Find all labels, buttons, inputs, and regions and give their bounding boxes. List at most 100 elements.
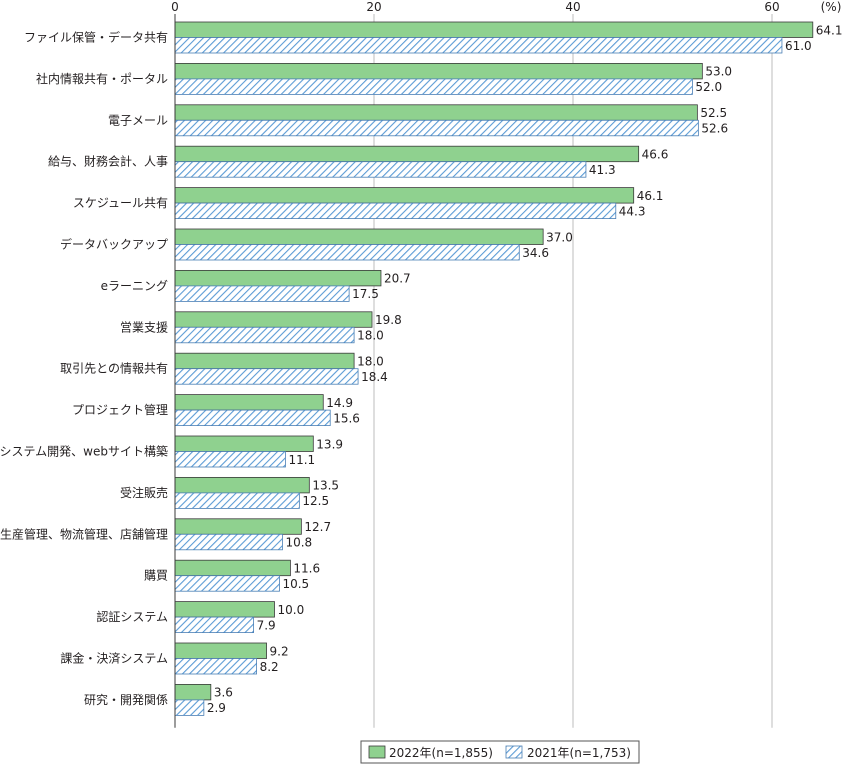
- value-label-2021: 10.5: [282, 577, 309, 591]
- bar-2022: [174, 21, 814, 38]
- bar-2022: [174, 518, 302, 535]
- value-label-2022: 46.1: [637, 189, 664, 203]
- x-tick-label: 20: [366, 0, 381, 14]
- value-label-2021: 52.6: [701, 122, 728, 136]
- bar-2021: [174, 78, 693, 95]
- bar-2022: [174, 601, 275, 618]
- bar-2022: [174, 352, 355, 370]
- bar-2021: [174, 285, 350, 302]
- bar-2022: [174, 559, 291, 577]
- bar-2022: [174, 684, 212, 701]
- value-label-2021: 15.6: [333, 411, 360, 425]
- category-label: 営業支援: [120, 320, 168, 334]
- bars: 64.1 61.0 53.052.0 52.5 52.6 46.6 41.3 46.144.3…: [174, 21, 843, 716]
- value-label-2022: 52.5: [700, 106, 727, 120]
- bar-2021: [174, 244, 520, 261]
- value-label-2022: 12.7: [304, 520, 331, 534]
- category-label: プロジェクト管理: [72, 402, 168, 417]
- bar-2021: [174, 368, 359, 385]
- value-label-2022: 18.0: [357, 354, 384, 368]
- bar-2022: [174, 642, 267, 659]
- value-label-2021: 18.4: [361, 370, 388, 384]
- category-label: 認証システム: [96, 609, 168, 624]
- value-label-2021: 52.0: [695, 80, 722, 94]
- value-label-2022: 11.6: [293, 561, 320, 575]
- value-label-2021: 10.8: [285, 536, 312, 550]
- category-label: eラーニング: [101, 279, 168, 293]
- value-label-2021: 18.0: [357, 329, 384, 343]
- value-label-2021: 7.9: [257, 618, 276, 632]
- category-label: 生産管理、物流管理、店舗管理: [0, 526, 168, 541]
- value-label-2021: 11.1: [288, 453, 315, 467]
- bar-2021: [174, 492, 300, 509]
- legend-swatch-2022: [368, 745, 386, 759]
- bar-2022: [174, 435, 314, 452]
- bar-2022: [174, 187, 635, 204]
- x-tick-label: 40: [565, 0, 580, 14]
- category-label: 課金・決済システム: [60, 651, 168, 666]
- legend-label-2022: 2022年(n=1,855): [389, 746, 493, 760]
- value-label-2021: 41.3: [589, 163, 616, 177]
- value-label-2022: 9.2: [270, 644, 289, 658]
- category-label: データバックアップ: [60, 237, 168, 252]
- bar-2021: [174, 161, 587, 178]
- value-label-2022: 10.0: [278, 603, 305, 617]
- value-label-2022: 13.5: [312, 479, 339, 493]
- value-label-2022: 53.0: [705, 65, 732, 79]
- category-label: システム開発、webサイト構築: [0, 444, 168, 459]
- legend-label-2021: 2021年(n=1,753): [527, 746, 631, 760]
- bar-2022: [174, 476, 310, 494]
- bar-2021: [174, 451, 286, 468]
- bar-2021: [174, 202, 617, 220]
- value-label-2021: 17.5: [352, 287, 379, 301]
- category-labels: ファイル保管・データ共有社内情報共有・ポータル電子メール給与、財務会計、人事スケ…: [0, 30, 168, 707]
- bar-2021: [174, 533, 283, 551]
- category-label: ファイル保管・データ共有: [24, 30, 168, 45]
- value-label-2021: 2.9: [207, 701, 226, 715]
- bar-2021: [174, 575, 280, 592]
- value-label-2022: 3.6: [214, 686, 233, 700]
- category-label: 社内情報共有・ポータル: [36, 71, 168, 86]
- legend-swatch-2021: [505, 745, 523, 759]
- x-tick-label: 60: [764, 0, 779, 14]
- bar-2022: [174, 394, 324, 411]
- bar-2022: [174, 269, 382, 287]
- bar-2021: [174, 119, 699, 137]
- x-tick-label: 0: [171, 0, 179, 14]
- bar-2021: [174, 326, 355, 344]
- value-label-2022: 20.7: [384, 272, 411, 286]
- bar-2022: [174, 104, 698, 121]
- category-label: スケジュール共有: [73, 196, 168, 210]
- bar-2022: [174, 311, 373, 328]
- value-label-2021: 61.0: [785, 39, 812, 53]
- value-label-2021: 8.2: [260, 660, 279, 674]
- value-label-2022: 64.1: [816, 23, 843, 37]
- value-label-2022: 14.9: [326, 396, 353, 410]
- value-label-2022: 37.0: [546, 230, 573, 244]
- category-label: 受注販売: [120, 485, 168, 500]
- bar-2021: [174, 658, 257, 675]
- value-label-2022: 46.6: [642, 147, 669, 161]
- category-label: 取引先との情報共有: [60, 362, 168, 376]
- value-label-2022: 19.8: [375, 313, 402, 327]
- category-label: 給与、財務会計、人事: [48, 154, 168, 169]
- value-label-2021: 12.5: [302, 494, 329, 508]
- category-label: 購買: [144, 569, 168, 583]
- category-label: 研究・開発関係: [84, 692, 168, 707]
- bar-2022: [174, 228, 544, 245]
- bar-2022: [174, 145, 640, 163]
- value-label-2021: 44.3: [619, 204, 646, 218]
- bar-2021: [174, 37, 783, 54]
- unit-label: (%): [821, 0, 842, 14]
- bar-2021: [174, 616, 255, 633]
- bar-2021: [174, 699, 205, 716]
- bar-2021: [174, 409, 331, 427]
- category-label: 電子メール: [108, 113, 168, 127]
- value-label-2021: 34.6: [522, 246, 549, 260]
- bar-2022: [174, 63, 703, 80]
- legend-box: [360, 740, 640, 764]
- x-axis-ticks: 0 20 40 60: [171, 0, 779, 14]
- value-label-2022: 13.9: [316, 437, 343, 451]
